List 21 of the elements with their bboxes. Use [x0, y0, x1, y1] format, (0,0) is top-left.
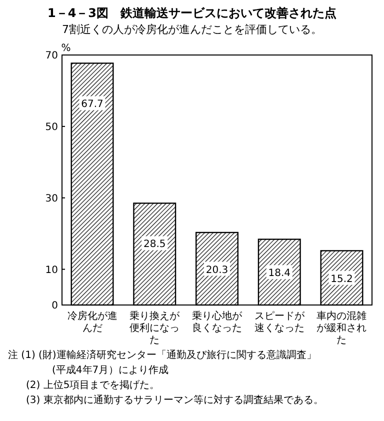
y-tick-label: 70: [45, 50, 58, 62]
data-label: 15.2: [330, 274, 353, 285]
x-tick-label: 乗り心地が良くなった: [192, 310, 243, 334]
y-tick-label: 30: [45, 193, 58, 204]
y-tick-label: 50: [45, 122, 58, 133]
text: (2) 上位5項目までを掲げた。: [26, 379, 160, 391]
data-label: 28.5: [143, 239, 166, 250]
y-tick-label: 10: [45, 264, 58, 276]
y-axis-title: %: [61, 43, 71, 54]
text: (3) 東京都内に通勤するサラリーマン等に対する調査結果である。: [26, 394, 324, 406]
data-label: 67.7: [81, 99, 104, 110]
x-tick-label: スピードが速くなった: [254, 311, 306, 334]
x-tick-label: 車内の混雑が緩和された: [316, 310, 367, 346]
x-tick-label: 冷房化が進んだ: [67, 310, 118, 334]
x-tick-label: 乗り換えが便利になった: [130, 310, 181, 346]
data-label: 18.4: [268, 268, 291, 280]
chart-title: 1－4－3図 鉄道輸送サービスにおいて改善された点: [47, 6, 337, 20]
data-label: 20.3: [206, 264, 228, 276]
y-tick-label: 0: [52, 300, 58, 312]
chart-subtitle: 7割近くの人が冷房化が進んだことを評価している。: [62, 23, 322, 36]
text: 注 (1) (財)運輸経済研究センター「通勤及び旅行に関する意識調査」(平成4年7月）により作成: [8, 349, 316, 376]
